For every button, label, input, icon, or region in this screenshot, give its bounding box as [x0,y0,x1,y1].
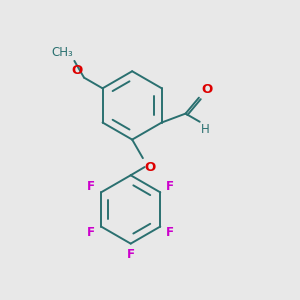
Text: F: F [87,180,95,193]
Text: F: F [166,180,174,193]
Text: O: O [201,83,212,96]
Text: O: O [144,161,156,174]
Text: F: F [127,248,135,261]
Text: H: H [201,123,210,136]
Text: F: F [166,226,174,239]
Text: O: O [71,64,82,77]
Text: F: F [87,226,95,239]
Text: CH₃: CH₃ [51,46,73,59]
